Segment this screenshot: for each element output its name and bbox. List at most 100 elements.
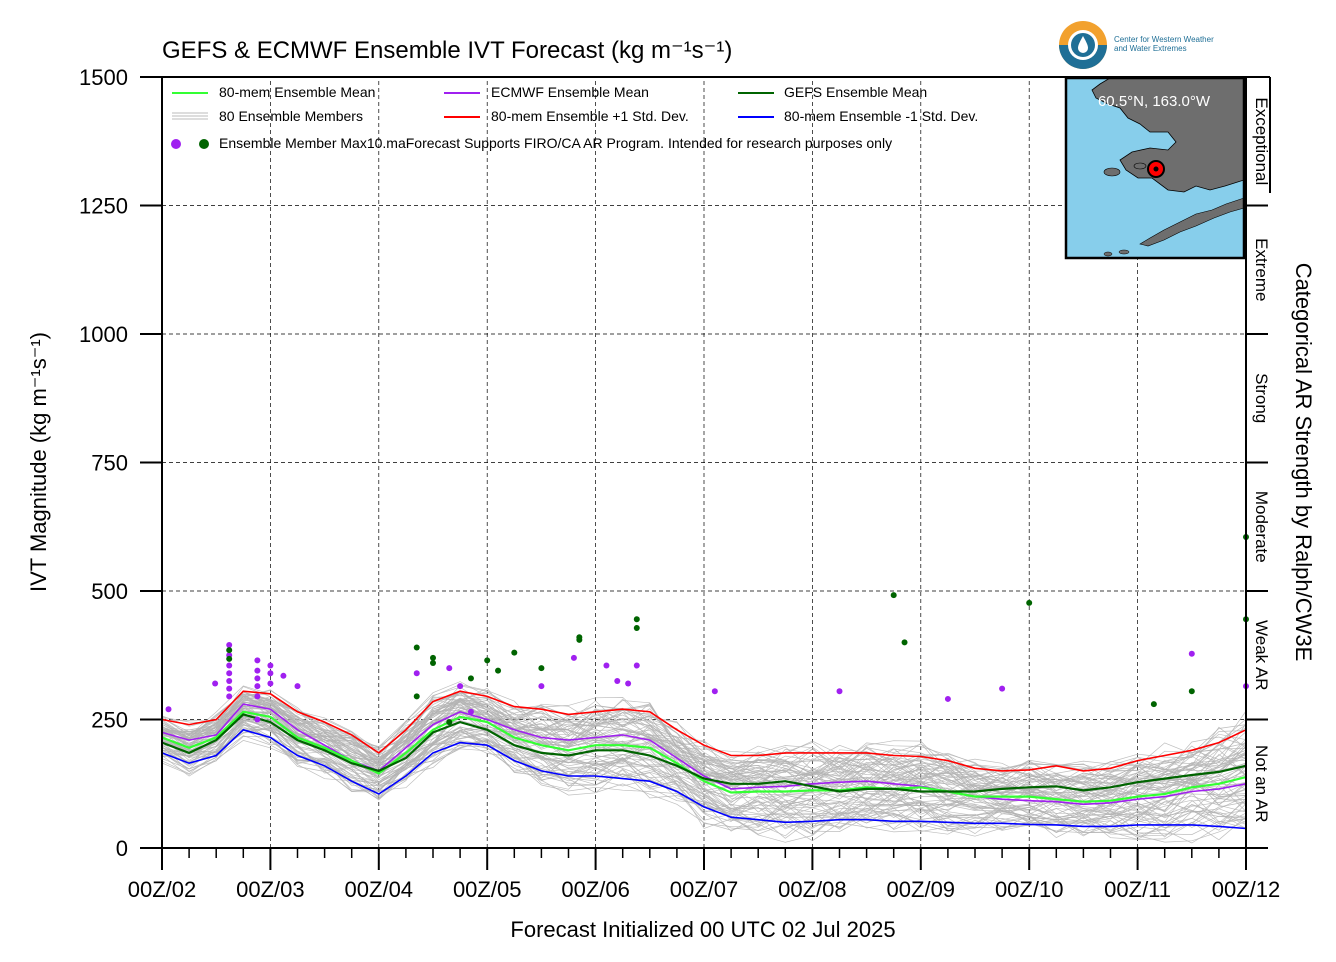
gefs-max-point (890, 592, 897, 599)
member-line (161, 723, 1247, 840)
ecmwf-max-point (226, 677, 233, 684)
ecmwf-max-point (254, 716, 261, 723)
member-line (161, 701, 1247, 799)
legend-ecmwf: ECMWF Ensemble Mean (491, 84, 649, 100)
ecmwf-max-point (254, 667, 261, 674)
cw3e-logo: Center for Western Weather and Water Ext… (1059, 21, 1214, 69)
member-line (161, 686, 1247, 782)
y-tick-label: 1000 (79, 322, 128, 347)
ecmwf-max-point (711, 688, 718, 695)
legend-plus1: 80-mem Ensemble +1 Std. Dev. (491, 108, 689, 124)
gefs-max-point (484, 657, 491, 664)
member-line (161, 695, 1247, 785)
max-points (165, 534, 1249, 726)
y-axis-label: IVT Magnitude (kg m⁻¹s⁻¹) (26, 332, 51, 592)
member-line (161, 712, 1247, 810)
ecmwf-max-point (212, 680, 219, 687)
x-tick-label: 00Z/10 (995, 877, 1064, 902)
member-line (161, 701, 1247, 798)
ecmwf-max-point (280, 672, 287, 679)
ecmwf-max-point (538, 683, 545, 690)
member-line (161, 687, 1247, 781)
ecmwf-max-point (603, 662, 610, 669)
legend-gefs: GEFS Ensemble Mean (784, 84, 927, 100)
gefs-max-point (576, 634, 583, 641)
ecmwf-max-point (254, 657, 261, 664)
gefs-max-point (467, 675, 474, 682)
x-tick-label: 00Z/07 (670, 877, 739, 902)
chart-title: GEFS & ECMWF Ensemble IVT Forecast (kg m… (162, 37, 732, 64)
x-tick-label: 00Z/11 (1104, 877, 1171, 902)
y-tick-label: 1500 (79, 65, 128, 90)
series-line-plus1 (161, 690, 1247, 772)
gefs-max-point (446, 719, 453, 726)
series-lines (161, 690, 1247, 830)
category-label: Not an AR (1252, 745, 1271, 823)
gefs-max-point (633, 616, 640, 623)
series-line-gefs (161, 713, 1247, 793)
gefs-max-point (495, 667, 502, 674)
gefs-max-point (633, 625, 640, 632)
ecmwf-max-point (226, 693, 233, 700)
x-tick-label: 00Z/04 (345, 877, 414, 902)
ecmwf-max-point (570, 654, 577, 661)
ecmwf-max-point (836, 688, 843, 695)
ecmwf-max-point (999, 685, 1006, 692)
x-tick-label: 00Z/12 (1212, 877, 1281, 902)
ecmwf-max-point (267, 670, 274, 677)
gefs-max-point (226, 647, 233, 654)
ecmwf-max-point (446, 665, 453, 672)
ecmwf-max-point (267, 680, 274, 687)
ecmwf-max-point (457, 683, 464, 690)
member-line (161, 727, 1247, 829)
gefs-max-point (511, 649, 518, 656)
y-tick-label: 500 (91, 579, 128, 604)
axes: 0 250 500 750 1000 1250 1500 Not an AR Weak AR Mo… (79, 65, 1280, 902)
ecmwf-max-point (944, 695, 951, 702)
gefs-max-point (1026, 599, 1033, 606)
x-tick-label: 00Z/02 (128, 877, 197, 902)
legend-members: 80 Ensemble Members (219, 108, 363, 124)
ecmwf-max-point (467, 708, 474, 715)
member-line (161, 710, 1247, 807)
ecmwf-max-point (614, 677, 621, 684)
member-line (161, 689, 1247, 785)
member-line (161, 728, 1247, 839)
series-line-minus1 (161, 728, 1247, 830)
ecmwf-max-point (254, 683, 261, 690)
y-tick-label: 0 (116, 836, 128, 861)
ecmwf-max-point (226, 685, 233, 692)
gefs-max-point (226, 655, 233, 662)
inset-map: 60.5°N, 163.0°W (1064, 76, 1246, 260)
member-line (161, 715, 1247, 825)
member-line (161, 707, 1247, 807)
ecmwf-max-point (226, 670, 233, 677)
member-line (161, 710, 1247, 817)
gefs-max-point (901, 639, 908, 646)
ecmwf-max-point (254, 675, 261, 682)
ecmwf-max-point (633, 662, 640, 669)
member-line (161, 690, 1247, 785)
x-tick-label: 00Z/03 (236, 877, 305, 902)
legend-mean80: 80-mem Ensemble Mean (219, 84, 375, 100)
category-label: Extreme (1252, 238, 1271, 301)
grid-lines (162, 77, 1246, 848)
category-label: Moderate (1252, 491, 1271, 563)
member-line (161, 684, 1247, 781)
y-tick-label: 1250 (79, 194, 128, 219)
right-axis-label: Categorical AR Strength by Ralph/CW3E (1291, 263, 1316, 662)
ecmwf-max-point (254, 693, 261, 700)
category-label: Weak AR (1252, 620, 1271, 691)
ecmwf-max-point (226, 662, 233, 669)
member-line (161, 721, 1247, 828)
category-label: Exceptional (1252, 97, 1271, 185)
legend-max-points: Ensemble Member Max10.maForecast Support… (219, 135, 892, 151)
gefs-max-point (1188, 688, 1195, 695)
legend-minus1: 80-mem Ensemble -1 Std. Dev. (784, 108, 978, 124)
gefs-max-point (430, 659, 436, 666)
series-line-mean80 (161, 710, 1247, 803)
x-axis-label: Forecast Initialized 00 UTC 02 Jul 2025 (510, 917, 895, 942)
inset-map-label: 60.5°N, 163.0°W (1098, 93, 1211, 110)
logo-line2: and Water Extremes (1114, 44, 1187, 53)
